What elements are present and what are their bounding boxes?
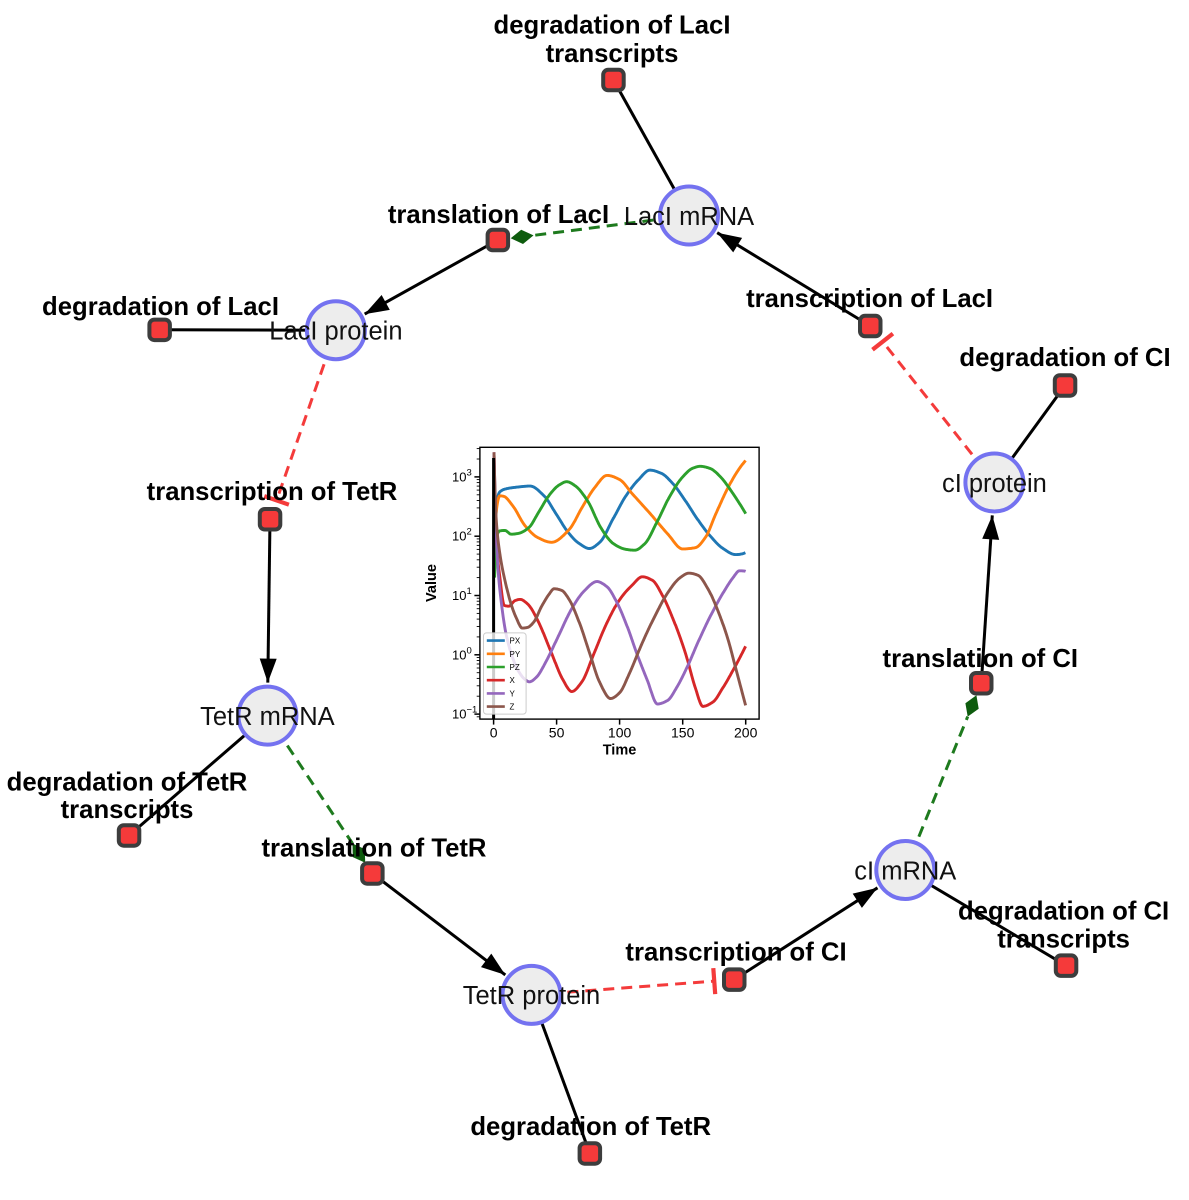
svg-text:transcripts: transcripts [61, 796, 194, 824]
svg-text:0: 0 [467, 645, 472, 656]
svg-text:2: 2 [467, 527, 472, 538]
svg-text:degradation of LacI: degradation of LacI [494, 12, 731, 40]
svg-text:transcripts: transcripts [546, 40, 679, 68]
svg-text:10: 10 [452, 647, 466, 662]
svg-text:−1: −1 [467, 705, 478, 716]
svg-text:50: 50 [549, 725, 565, 741]
svg-text:translation of LacI: translation of LacI [388, 201, 609, 229]
svg-text:Z: Z [510, 703, 515, 712]
svg-text:200: 200 [734, 725, 758, 741]
svg-text:degradation of LacI: degradation of LacI [42, 293, 279, 321]
svg-text:0: 0 [490, 725, 498, 741]
svg-text:PY: PY [510, 650, 521, 659]
svg-text:degradation of TetR: degradation of TetR [7, 769, 248, 797]
svg-text:PX: PX [510, 637, 521, 646]
svg-text:X: X [510, 676, 516, 685]
svg-text:10: 10 [452, 588, 466, 603]
svg-text:transcription of TetR: transcription of TetR [147, 478, 398, 506]
svg-text:Time: Time [603, 743, 637, 759]
svg-text:cI protein: cI protein [942, 470, 1047, 498]
svg-text:TetR mRNA: TetR mRNA [200, 703, 335, 731]
svg-text:transcripts: transcripts [997, 926, 1130, 954]
svg-text:10: 10 [452, 707, 466, 722]
svg-text:transcription of LacI: transcription of LacI [746, 285, 993, 313]
svg-text:degradation of CI: degradation of CI [958, 898, 1169, 926]
svg-text:degradation of CI: degradation of CI [959, 344, 1170, 372]
svg-text:degradation of TetR: degradation of TetR [470, 1113, 711, 1141]
svg-text:PZ: PZ [510, 663, 520, 672]
svg-text:cI mRNA: cI mRNA [854, 857, 956, 885]
svg-text:LacI protein: LacI protein [269, 318, 402, 346]
svg-text:100: 100 [608, 725, 632, 741]
svg-text:translation of TetR: translation of TetR [261, 835, 486, 863]
svg-text:LacI mRNA: LacI mRNA [624, 203, 754, 231]
svg-text:translation of CI: translation of CI [883, 645, 1079, 673]
svg-text:150: 150 [671, 725, 695, 741]
svg-text:Value: Value [424, 564, 440, 602]
svg-text:3: 3 [467, 467, 472, 478]
svg-text:10: 10 [452, 469, 466, 484]
svg-text:TetR protein: TetR protein [463, 982, 601, 1010]
svg-text:transcription of CI: transcription of CI [625, 939, 846, 967]
svg-text:1: 1 [467, 586, 472, 597]
svg-text:Y: Y [510, 689, 516, 698]
svg-text:10: 10 [452, 529, 466, 544]
